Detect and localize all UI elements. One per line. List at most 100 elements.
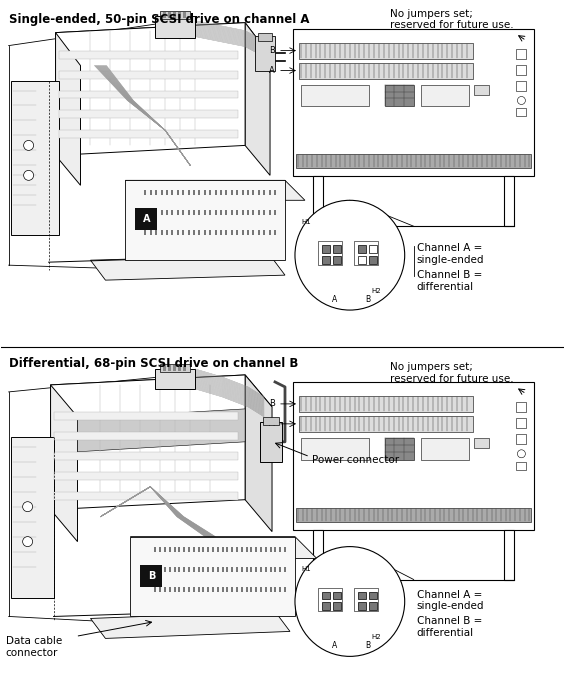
Bar <box>385 85 414 107</box>
Circle shape <box>23 502 33 511</box>
Bar <box>160 10 190 19</box>
Bar <box>279 547 281 552</box>
Bar <box>163 12 166 17</box>
Bar <box>231 586 233 592</box>
Bar <box>322 256 330 264</box>
Bar <box>299 416 473 432</box>
Bar <box>178 365 181 371</box>
Polygon shape <box>90 255 285 280</box>
Bar <box>474 85 489 94</box>
Bar <box>275 586 276 592</box>
Bar <box>166 210 168 216</box>
Bar <box>333 256 341 264</box>
Bar <box>516 418 527 428</box>
Bar <box>198 586 199 592</box>
Bar <box>155 369 195 389</box>
Bar <box>369 592 377 599</box>
Bar <box>333 592 341 599</box>
Bar <box>188 210 190 216</box>
Bar <box>202 547 205 552</box>
Bar <box>212 547 214 552</box>
Bar <box>516 109 527 116</box>
Polygon shape <box>51 385 77 542</box>
Bar <box>275 567 276 572</box>
Bar <box>144 210 146 216</box>
Bar <box>179 547 180 552</box>
Bar <box>198 210 201 216</box>
Bar <box>227 586 228 592</box>
Bar <box>198 191 201 195</box>
Bar <box>385 438 414 459</box>
Bar <box>173 586 176 592</box>
Text: B: B <box>365 295 370 304</box>
Bar <box>155 210 157 216</box>
Bar <box>236 567 238 572</box>
Bar <box>505 529 514 579</box>
Bar <box>318 241 342 265</box>
Bar <box>268 210 271 216</box>
Text: Channel A =
single-ended: Channel A = single-ended <box>416 590 484 611</box>
Bar <box>204 191 206 195</box>
Text: Channel B =
differential: Channel B = differential <box>416 270 482 292</box>
Bar <box>212 567 214 572</box>
Bar <box>318 588 342 611</box>
Bar <box>171 210 173 216</box>
Text: A: A <box>142 214 150 225</box>
Bar <box>140 565 162 586</box>
Polygon shape <box>125 180 305 200</box>
Bar <box>204 230 206 235</box>
Bar <box>160 230 163 235</box>
Bar <box>250 547 253 552</box>
Bar <box>177 210 179 216</box>
Bar <box>154 547 157 552</box>
Bar <box>150 191 152 195</box>
Bar <box>164 567 166 572</box>
Bar <box>215 191 216 195</box>
Bar <box>296 155 532 168</box>
Bar <box>236 230 238 235</box>
Bar <box>250 567 253 572</box>
Bar <box>313 176 323 226</box>
Bar <box>136 209 157 230</box>
Bar <box>178 12 181 17</box>
Bar <box>268 230 271 235</box>
Bar <box>166 230 168 235</box>
Bar <box>217 547 219 552</box>
Bar <box>209 210 211 216</box>
Bar <box>209 230 211 235</box>
Bar <box>258 191 260 195</box>
Text: No jumpers set;
reserved for future use.: No jumpers set; reserved for future use. <box>390 9 514 30</box>
Bar <box>183 586 185 592</box>
Bar <box>299 396 473 412</box>
Bar <box>11 80 59 235</box>
Bar <box>171 191 173 195</box>
Bar <box>358 592 366 599</box>
Text: Channel A =
single-ended: Channel A = single-ended <box>416 243 484 265</box>
Bar <box>255 586 257 592</box>
Bar <box>268 191 271 195</box>
Polygon shape <box>131 536 317 559</box>
Bar <box>220 230 222 235</box>
Bar <box>421 438 469 459</box>
Bar <box>183 547 185 552</box>
Bar <box>421 85 469 107</box>
Bar <box>247 230 249 235</box>
Bar <box>231 191 233 195</box>
Bar <box>212 586 214 592</box>
Text: B: B <box>269 399 275 408</box>
Bar <box>236 210 238 216</box>
Bar <box>263 191 265 195</box>
Bar <box>516 402 527 412</box>
Bar <box>59 91 238 98</box>
Bar <box>173 365 176 371</box>
Bar <box>225 230 227 235</box>
Bar <box>182 191 184 195</box>
Bar <box>369 602 377 611</box>
Bar <box>516 462 527 470</box>
Bar <box>164 586 166 592</box>
Bar <box>209 191 211 195</box>
Circle shape <box>518 96 525 105</box>
Bar <box>246 567 247 572</box>
Bar <box>221 547 224 552</box>
Bar <box>198 547 199 552</box>
